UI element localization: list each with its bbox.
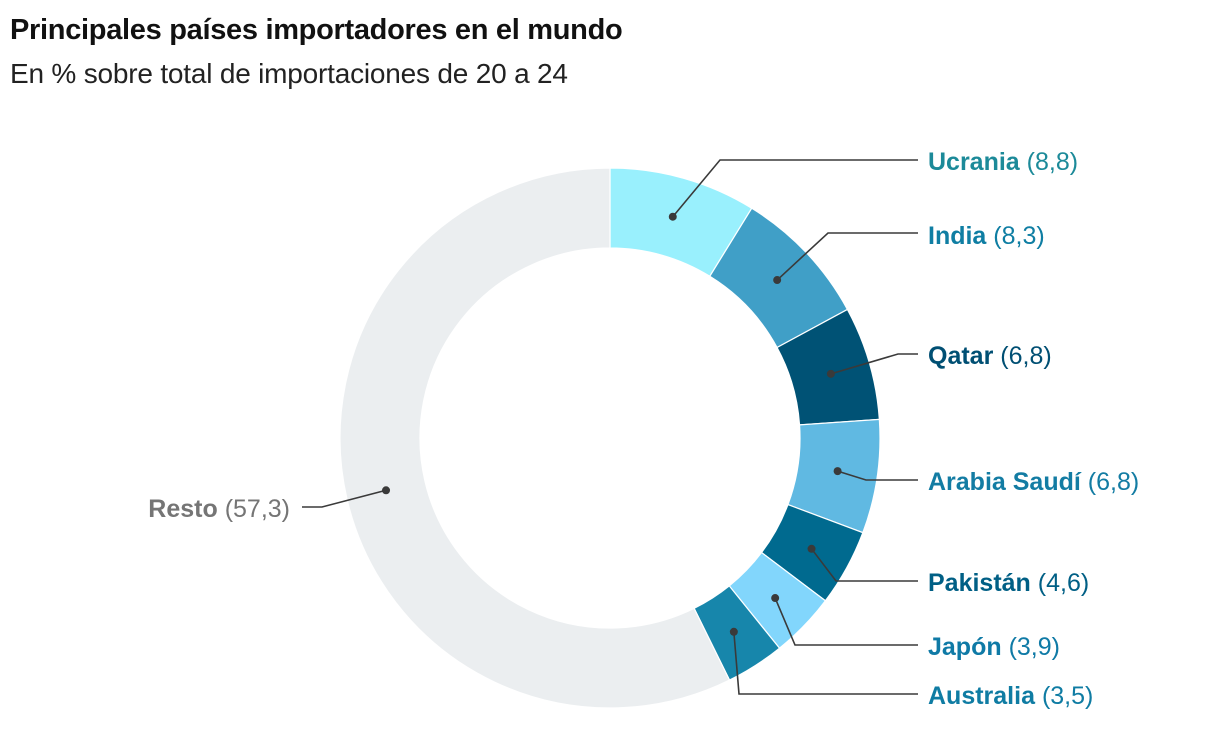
leader-dot-resto bbox=[382, 486, 391, 495]
leader-line-qatar bbox=[830, 353, 918, 375]
slice-labels: Ucrania (8,8)India (8,3)Qatar (6,8)Arabi… bbox=[148, 148, 1139, 710]
label-name: Japón bbox=[928, 633, 1009, 661]
label-arabia-saudi: Arabia Saudí (6,8) bbox=[928, 468, 1139, 496]
chart-title: Principales países importadores en el mu… bbox=[10, 14, 623, 46]
label-value: (6,8) bbox=[1088, 468, 1139, 496]
label-value: (3,9) bbox=[1009, 633, 1060, 661]
leader-dot-australia bbox=[729, 627, 738, 636]
leader-line-pakistan bbox=[810, 548, 918, 582]
leader-dot-qatar bbox=[826, 369, 835, 378]
label-name: Resto bbox=[148, 495, 224, 523]
leader-line-india bbox=[776, 232, 918, 281]
label-name: Australia bbox=[928, 682, 1042, 710]
leader-dot-pakistan bbox=[807, 544, 816, 553]
label-name: Pakistán bbox=[928, 569, 1038, 597]
leader-dot-ucrania bbox=[668, 212, 677, 221]
leader-dot-japon bbox=[771, 594, 780, 603]
label-name: Arabia Saudí bbox=[928, 468, 1088, 496]
label-ucrania: Ucrania (8,8) bbox=[928, 148, 1078, 176]
donut-slices bbox=[339, 167, 881, 709]
label-name: Ucrania bbox=[928, 148, 1027, 176]
leader-line-japon bbox=[774, 597, 918, 646]
label-india: India (8,3) bbox=[928, 222, 1045, 250]
label-value: (8,3) bbox=[993, 222, 1044, 250]
label-value: (3,5) bbox=[1042, 682, 1093, 710]
label-japon: Japón (3,9) bbox=[928, 633, 1060, 661]
label-value: (57,3) bbox=[225, 495, 290, 523]
slice-resto bbox=[339, 167, 731, 709]
label-value: (8,8) bbox=[1027, 148, 1078, 176]
leader-dot-india bbox=[773, 276, 782, 285]
leader-dot-arabia-saudi bbox=[833, 467, 842, 476]
label-value: (4,6) bbox=[1038, 569, 1089, 597]
label-resto: Resto (57,3) bbox=[148, 495, 290, 523]
label-value: (6,8) bbox=[1000, 342, 1051, 370]
leader-lines bbox=[302, 159, 918, 695]
leader-line-ucrania bbox=[672, 159, 918, 218]
label-pakistan: Pakistán (4,6) bbox=[928, 569, 1089, 597]
label-name: India bbox=[928, 222, 993, 250]
label-australia: Australia (3,5) bbox=[928, 682, 1093, 710]
chart-subtitle: En % sobre total de importaciones de 20 … bbox=[10, 58, 568, 89]
label-qatar: Qatar (6,8) bbox=[928, 342, 1052, 370]
label-name: Qatar bbox=[928, 342, 1000, 370]
leader-line-arabia-saudi bbox=[837, 470, 918, 481]
leader-line-resto bbox=[302, 489, 387, 508]
leader-line-australia bbox=[733, 631, 918, 695]
